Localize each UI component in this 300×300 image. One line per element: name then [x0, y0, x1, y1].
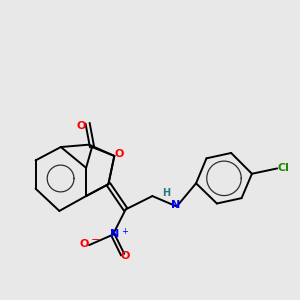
Text: Cl: Cl	[278, 163, 290, 172]
Text: −: −	[91, 235, 100, 245]
Text: O: O	[121, 251, 130, 261]
Text: O: O	[80, 238, 89, 249]
Text: H: H	[162, 188, 170, 198]
Text: O: O	[115, 148, 124, 159]
Text: N: N	[171, 200, 180, 210]
Text: +: +	[121, 227, 128, 236]
Text: N: N	[110, 229, 119, 239]
Text: O: O	[77, 121, 86, 130]
